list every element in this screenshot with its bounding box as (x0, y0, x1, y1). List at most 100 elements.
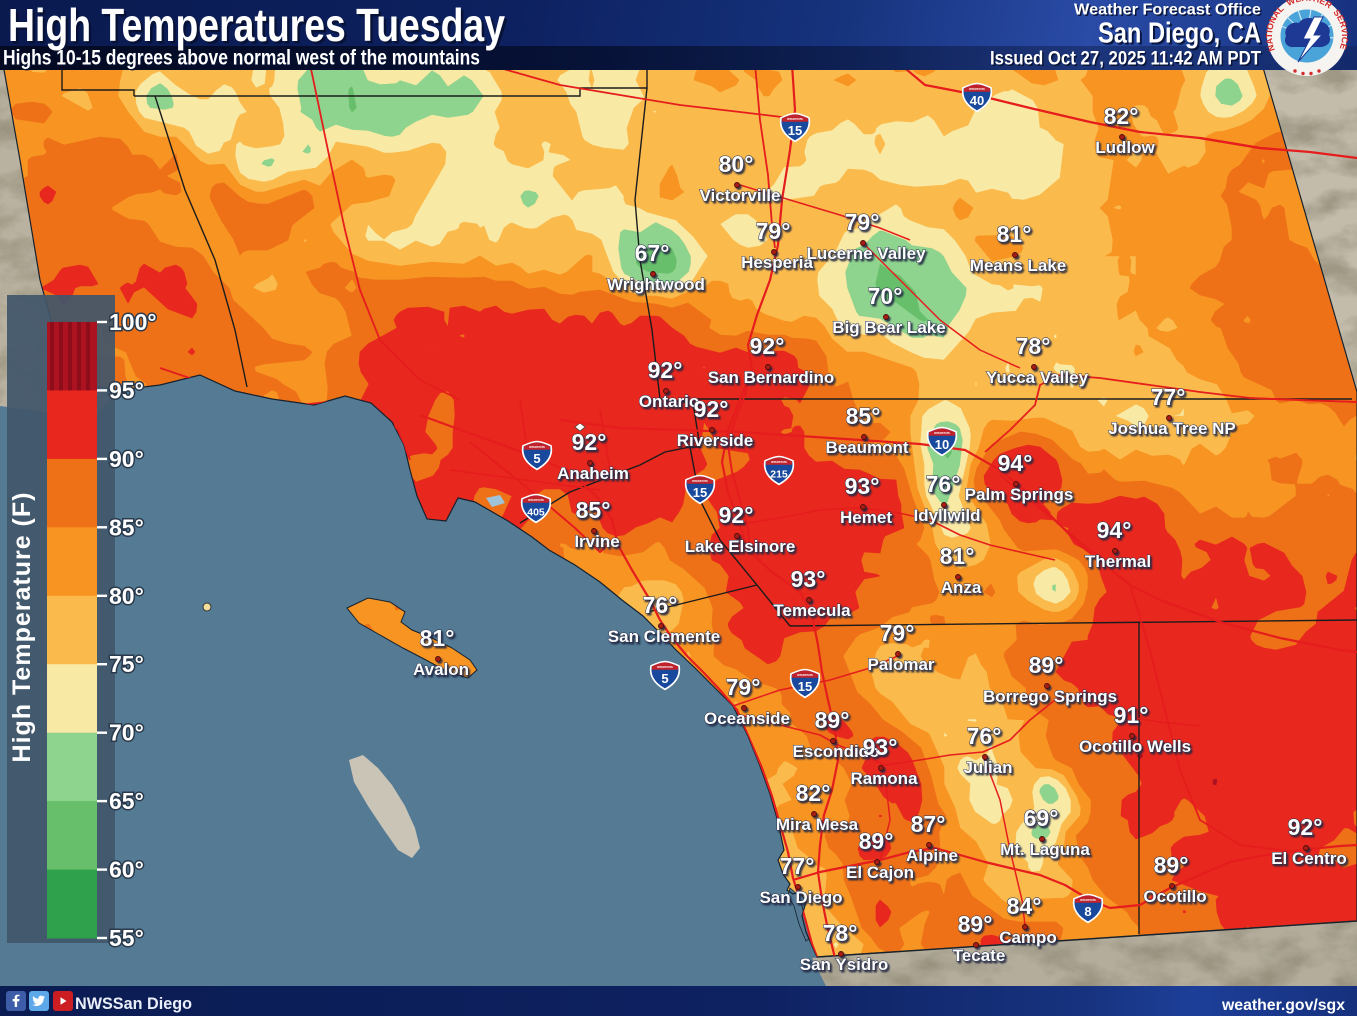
svg-text:INTERSTATE: INTERSTATE (934, 431, 950, 435)
svg-text:94°: 94° (1097, 517, 1132, 543)
svg-text:92°: 92° (719, 502, 754, 528)
svg-text:San Diego: San Diego (759, 888, 842, 907)
svg-text:Irvine: Irvine (574, 532, 619, 551)
svg-text:Avalon: Avalon (413, 660, 469, 679)
svg-text:92°: 92° (572, 429, 607, 455)
svg-text:Thermal: Thermal (1085, 552, 1151, 571)
svg-text:65°: 65° (109, 788, 144, 814)
svg-text:Hemet: Hemet (840, 508, 892, 527)
svg-text:89°: 89° (859, 828, 894, 854)
svg-text:Issued Oct 27, 2025 11:42 AM P: Issued Oct 27, 2025 11:42 AM PDT (990, 49, 1261, 70)
svg-text:El Centro: El Centro (1271, 849, 1347, 868)
svg-text:Temecula: Temecula (773, 601, 851, 620)
svg-text:Big Bear Lake: Big Bear Lake (832, 318, 945, 337)
svg-text:94°: 94° (998, 450, 1033, 476)
svg-text:15: 15 (693, 485, 707, 500)
svg-text:San Ysidro: San Ysidro (800, 955, 889, 974)
svg-text:5: 5 (533, 451, 540, 466)
svg-text:82°: 82° (1104, 103, 1139, 129)
svg-text:Borrego Springs: Borrego Springs (983, 687, 1117, 706)
svg-text:69°: 69° (1024, 805, 1059, 831)
svg-text:87°: 87° (911, 811, 946, 837)
svg-text:405: 405 (527, 506, 545, 518)
svg-text:76°: 76° (926, 471, 961, 497)
svg-text:89°: 89° (1154, 852, 1189, 878)
svg-text:Idyllwild: Idyllwild (913, 506, 980, 525)
svg-text:Anaheim: Anaheim (557, 464, 629, 483)
svg-text:75°: 75° (109, 651, 144, 677)
svg-text:Ocotillo: Ocotillo (1143, 887, 1206, 906)
svg-text:215: 215 (770, 468, 788, 480)
svg-text:Wrightwood: Wrightwood (607, 275, 705, 294)
svg-text:INTERSTATE: INTERSTATE (1080, 898, 1096, 902)
svg-text:INTERSTATE: INTERSTATE (528, 498, 544, 502)
svg-text:Highs 10-15 degrees above norm: Highs 10-15 degrees above normal west of… (3, 47, 480, 70)
svg-text:85°: 85° (576, 497, 611, 523)
svg-text:85°: 85° (109, 514, 144, 540)
svg-text:81°: 81° (940, 543, 975, 569)
svg-text:High Temperatures Tuesday: High Temperatures Tuesday (11, 2, 508, 54)
svg-text:77°: 77° (1151, 384, 1186, 410)
svg-text:Hesperia: Hesperia (741, 253, 813, 272)
svg-text:Campo: Campo (999, 928, 1057, 947)
svg-text:High Temperatures Tuesday: High Temperatures Tuesday (8, 0, 505, 51)
svg-text:Ocotillo Wells: Ocotillo Wells (1079, 737, 1191, 756)
svg-text:Lucerne Valley: Lucerne Valley (806, 244, 926, 263)
svg-text:80°: 80° (719, 151, 754, 177)
svg-text:5: 5 (661, 671, 668, 686)
svg-text:89°: 89° (958, 911, 993, 937)
svg-text:79°: 79° (880, 620, 915, 646)
svg-text:Victorville: Victorville (700, 186, 781, 205)
svg-text:81°: 81° (997, 221, 1032, 247)
svg-text:INTERSTATE: INTERSTATE (797, 673, 813, 677)
svg-text:Weather Forecast Office: Weather Forecast Office (1074, 2, 1261, 19)
svg-text:Oceanside: Oceanside (704, 709, 790, 728)
svg-text:Riverside: Riverside (677, 431, 754, 450)
svg-text:High Temperature (F): High Temperature (F) (8, 492, 36, 763)
svg-text:79°: 79° (756, 218, 791, 244)
svg-text:8: 8 (1084, 904, 1091, 919)
svg-text:89°: 89° (815, 707, 850, 733)
svg-text:80°: 80° (109, 583, 144, 609)
svg-text:Weather Forecast Office: Weather Forecast Office (1076, 3, 1263, 20)
svg-text:INTERSTATE: INTERSTATE (657, 665, 673, 669)
svg-text:79°: 79° (726, 674, 761, 700)
svg-text:95°: 95° (109, 377, 144, 403)
svg-text:Palomar: Palomar (867, 655, 934, 674)
svg-text:76°: 76° (643, 592, 678, 618)
svg-text:60°: 60° (109, 857, 144, 883)
svg-text:78°: 78° (823, 920, 858, 946)
svg-text:92°: 92° (648, 357, 683, 383)
svg-text:Mira Mesa: Mira Mesa (776, 815, 859, 834)
svg-text:81°: 81° (420, 625, 455, 651)
svg-text:93°: 93° (845, 473, 880, 499)
svg-text:Escondido: Escondido (793, 742, 880, 761)
svg-text:92°: 92° (694, 396, 729, 422)
svg-text:INTERSTATE: INTERSTATE (787, 117, 803, 121)
svg-text:weather.gov/sgx: weather.gov/sgx (1221, 997, 1345, 1014)
svg-text:Joshua Tree NP: Joshua Tree NP (1108, 419, 1236, 438)
svg-text:92°: 92° (750, 333, 785, 359)
svg-text:Palm Springs: Palm Springs (965, 485, 1074, 504)
svg-text:Yucca Valley: Yucca Valley (986, 368, 1089, 387)
svg-text:82°: 82° (796, 780, 831, 806)
svg-text:93°: 93° (791, 566, 826, 592)
svg-text:67°: 67° (635, 240, 670, 266)
svg-text:Beaumont: Beaumont (825, 438, 908, 457)
svg-text:Means Lake: Means Lake (970, 256, 1066, 275)
svg-text:INTERSTATE: INTERSTATE (771, 460, 787, 464)
svg-text:85°: 85° (846, 403, 881, 429)
svg-text:Anza: Anza (941, 578, 982, 597)
svg-text:San Diego, CA: San Diego, CA (1100, 20, 1263, 52)
svg-text:San Bernardino: San Bernardino (708, 368, 835, 387)
svg-text:INTERSTATE: INTERSTATE (692, 479, 708, 483)
svg-text:Alpine: Alpine (906, 846, 958, 865)
svg-text:70°: 70° (868, 283, 903, 309)
svg-text:91°: 91° (1114, 702, 1149, 728)
svg-text:El Cajon: El Cajon (846, 863, 914, 882)
svg-text:10: 10 (935, 437, 949, 452)
svg-text:79°: 79° (845, 209, 880, 235)
svg-text:INTERSTATE: INTERSTATE (529, 445, 545, 449)
svg-text:Lake Elsinore: Lake Elsinore (685, 537, 796, 556)
svg-text:89°: 89° (1029, 652, 1064, 678)
